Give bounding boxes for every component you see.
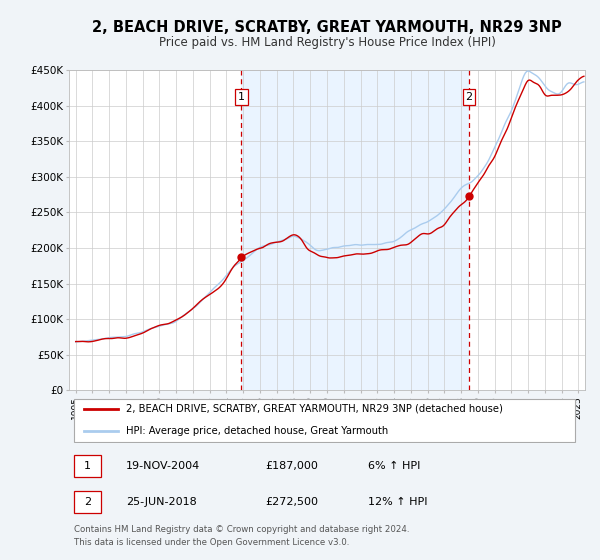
Text: HPI: Average price, detached house, Great Yarmouth: HPI: Average price, detached house, Grea…	[126, 426, 388, 436]
Text: Price paid vs. HM Land Registry's House Price Index (HPI): Price paid vs. HM Land Registry's House …	[158, 36, 496, 49]
Text: 2, BEACH DRIVE, SCRATBY, GREAT YARMOUTH, NR29 3NP (detached house): 2, BEACH DRIVE, SCRATBY, GREAT YARMOUTH,…	[126, 404, 503, 414]
Text: 6% ↑ HPI: 6% ↑ HPI	[368, 461, 421, 471]
Bar	[241, 70, 469, 390]
Text: 12% ↑ HPI: 12% ↑ HPI	[368, 497, 428, 507]
Text: 25-JUN-2018: 25-JUN-2018	[126, 497, 197, 507]
Text: This data is licensed under the Open Government Licence v3.0.: This data is licensed under the Open Gov…	[74, 538, 350, 547]
Text: 1: 1	[84, 461, 91, 471]
Text: £272,500: £272,500	[265, 497, 318, 507]
FancyBboxPatch shape	[74, 491, 101, 512]
Text: 19-NOV-2004: 19-NOV-2004	[126, 461, 200, 471]
Text: £187,000: £187,000	[265, 461, 318, 471]
Text: 1: 1	[238, 92, 245, 102]
Text: 2, BEACH DRIVE, SCRATBY, GREAT YARMOUTH, NR29 3NP: 2, BEACH DRIVE, SCRATBY, GREAT YARMOUTH,…	[92, 20, 562, 35]
FancyBboxPatch shape	[74, 399, 575, 441]
Text: Contains HM Land Registry data © Crown copyright and database right 2024.: Contains HM Land Registry data © Crown c…	[74, 525, 410, 534]
FancyBboxPatch shape	[74, 455, 101, 477]
Text: 2: 2	[466, 92, 473, 102]
Text: 2: 2	[84, 497, 91, 507]
